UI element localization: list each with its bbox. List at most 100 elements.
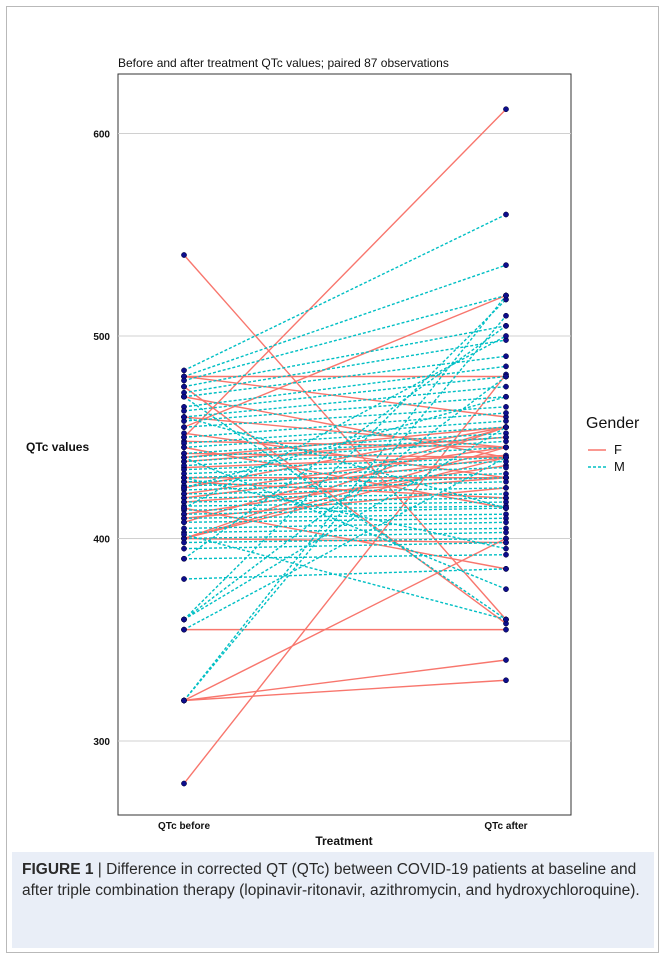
point-before (181, 555, 187, 562)
pair-line-F (183, 464, 507, 515)
pair-line-M (183, 460, 507, 475)
pair-line-M (183, 264, 507, 378)
point-after (503, 454, 509, 461)
pair-line-M (183, 396, 507, 489)
point-before (181, 697, 187, 704)
legend: Gender F M (586, 415, 640, 474)
pair-line-M (183, 339, 507, 394)
point-after (503, 418, 509, 424)
point-after (503, 438, 509, 445)
pair-line-M (183, 375, 507, 412)
point-after (503, 545, 509, 552)
pair-line-M (183, 531, 507, 540)
point-before (181, 474, 187, 481)
pair-line-F (183, 537, 507, 702)
point-after (503, 393, 509, 400)
point-after (503, 539, 509, 546)
pair-line-M (183, 365, 507, 408)
pair-line-F (183, 454, 507, 469)
point-after (503, 363, 509, 370)
pair-line-M (183, 554, 507, 560)
pair-line-M (183, 541, 507, 550)
point-before (181, 367, 187, 374)
pair-line-M (183, 466, 507, 479)
pair-line-F (183, 375, 507, 418)
pair-line-M (183, 456, 507, 631)
point-before (181, 505, 187, 511)
point-before (181, 626, 187, 633)
x-tick-label: QTc before (158, 821, 210, 832)
pair-line-M (183, 497, 507, 503)
point-before (181, 539, 187, 546)
pair-line-M (183, 420, 507, 445)
pair-line-F (183, 507, 507, 570)
pair-line-M (183, 487, 507, 495)
point-after (503, 566, 509, 572)
y-tick-label: 400 (93, 535, 110, 546)
pair-line-M (183, 432, 507, 455)
pair-line-M (183, 426, 507, 449)
pair-line-M (183, 299, 507, 620)
point-before (181, 434, 187, 441)
pair-line-M (183, 521, 507, 530)
y-tick-label: 300 (93, 737, 110, 748)
point-after (503, 444, 509, 451)
legend-title: Gender (586, 415, 640, 432)
pair-line-M (183, 537, 507, 544)
pair-line-M (183, 426, 507, 621)
series-M-lines (183, 213, 507, 701)
point-after (503, 404, 509, 410)
legend-label-M: M (614, 459, 625, 474)
point-before (181, 408, 187, 414)
pair-line-M (183, 456, 507, 471)
point-before (181, 616, 187, 623)
point-before (181, 252, 187, 258)
y-tick-label: 600 (93, 130, 110, 141)
pair-line-M (183, 440, 507, 463)
point-after (503, 485, 509, 491)
figure-frame (6, 6, 659, 953)
pair-line-M (183, 385, 507, 418)
pair-line-F (183, 659, 507, 702)
x-tick-labels: QTc before QTc after (158, 821, 528, 832)
pair-line-M (183, 416, 507, 509)
point-before (181, 414, 187, 420)
pair-line-M (183, 477, 507, 487)
point-after (503, 262, 509, 268)
caption-separator: | (97, 861, 102, 878)
pair-line-M (183, 513, 507, 519)
point-after (503, 373, 509, 380)
pair-line-F (183, 426, 507, 489)
point-after (503, 626, 509, 633)
pair-line-M (183, 406, 507, 428)
point-after (503, 657, 509, 663)
pair-line-M (183, 412, 507, 438)
pair-line-M (183, 396, 507, 621)
pair-line-M (183, 481, 507, 491)
point-before (181, 780, 187, 787)
point-after (503, 505, 509, 511)
point-before (181, 377, 187, 384)
point-before (181, 545, 187, 552)
pair-line-F (183, 396, 507, 459)
pair-line-M (183, 568, 507, 580)
pair-line-F (183, 446, 507, 495)
point-after (503, 519, 509, 526)
point-after (503, 464, 509, 471)
point-after (503, 333, 509, 339)
y-tick-labels: 300 400 500 600 (93, 130, 110, 749)
point-after (503, 353, 509, 360)
point-after (503, 383, 509, 390)
point-after (503, 677, 509, 684)
pair-line-M (183, 294, 507, 382)
legend-label-F: F (614, 442, 622, 457)
point-after (503, 410, 509, 416)
pair-line-M (183, 325, 507, 560)
point-after (503, 312, 509, 319)
caption-background (12, 852, 654, 948)
pair-line-F (183, 446, 507, 540)
point-before (181, 519, 187, 526)
point-after (503, 551, 509, 558)
point-after (503, 616, 509, 623)
